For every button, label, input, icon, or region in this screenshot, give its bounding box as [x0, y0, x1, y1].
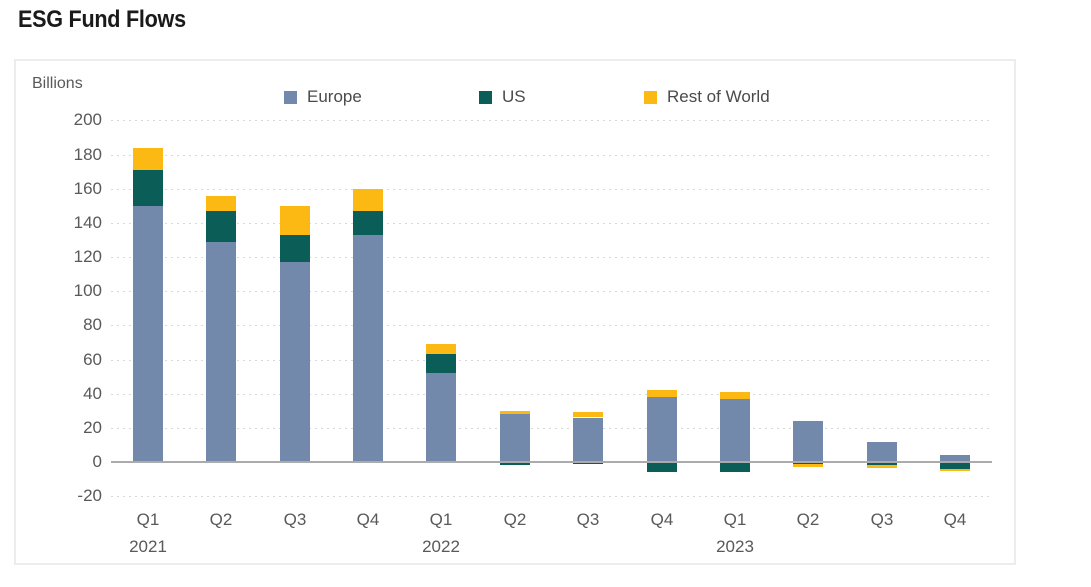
bar-segment-us-q4-2021: [353, 211, 383, 235]
x-tick-label-q2-2021: Q2: [209, 510, 233, 529]
gridline-100: [111, 291, 992, 292]
year-label-2022: 2022: [422, 537, 460, 556]
bar-segment-europe-q1-2023: [720, 399, 750, 462]
gridline-80: [111, 325, 992, 326]
bar-segment-rest-of-world-q1-2021: [133, 148, 163, 170]
gridline-20: [111, 428, 992, 429]
gridline--20: [111, 496, 992, 497]
gridline-120: [111, 257, 992, 258]
bar-segment-rest-of-world-q3-2021: [280, 206, 310, 235]
x-tick-label-q1-2021: Q1: [136, 510, 160, 529]
x-tick-label-q1-2023: Q1: [723, 510, 747, 529]
bar-segment-europe-q3-2021: [280, 262, 310, 462]
x-tick-label-q4-2021: Q4: [356, 510, 380, 529]
bar-segment-us-q1-2023: [720, 462, 750, 472]
legend-label-rest-of-world: Rest of World: [667, 87, 770, 106]
bar-segment-us-q1-2022: [426, 354, 456, 373]
bar-segment-europe-q4-2023: [940, 455, 970, 462]
bar-segment-europe-q2-2021: [206, 242, 236, 462]
y-axis-title: Billions: [32, 75, 83, 92]
page-title: ESG Fund Flows: [18, 6, 186, 33]
bar-segment-rest-of-world-q1-2022: [426, 344, 456, 354]
y-tick-label-100: 100: [73, 281, 102, 300]
x-tick-label-q1-2022: Q1: [429, 510, 453, 529]
bar-segment-rest-of-world-q3-2023: [867, 465, 897, 468]
bar-segment-rest-of-world-q4-2021: [353, 189, 383, 211]
bar-segment-europe-q4-2022: [647, 397, 677, 462]
bar-segment-us-q3-2023: [867, 462, 897, 465]
gridline-180: [111, 155, 992, 156]
bar-segment-rest-of-world-q4-2022: [647, 390, 677, 397]
zero-axis-line: [111, 461, 992, 463]
plot-area: 200 180 160 140 120 100 80 60 40 20 0 -20 Q1 2021 Q2 Q3…: [16, 61, 1014, 563]
y-tick-label-0: 0: [92, 452, 102, 471]
y-tick-label-40: 40: [83, 384, 102, 403]
y-tick-label-200: 200: [73, 110, 102, 129]
bar-segment-rest-of-world-q2-2021: [206, 196, 236, 211]
x-tick-label-q4-2022: Q4: [650, 510, 674, 529]
y-tick-label-180: 180: [73, 145, 102, 164]
y-tick-label-120: 120: [73, 247, 102, 266]
bar-segment-rest-of-world-q4-2023: [940, 469, 970, 471]
y-tick-label--20: -20: [77, 486, 102, 505]
legend-swatch-us: [479, 90, 492, 104]
year-label-2021: 2021: [129, 537, 167, 556]
bar-segment-us-q3-2022: [573, 462, 603, 464]
y-tick-label-160: 160: [73, 179, 102, 198]
legend-label-us: US: [502, 87, 526, 106]
x-tick-label-q4-2023: Q4: [943, 510, 967, 529]
x-tick-label-q3-2022: Q3: [576, 510, 600, 529]
bar-segment-us-q2-2023: [793, 462, 823, 464]
bar-segment-europe-q1-2021: [133, 206, 163, 462]
y-tick-label-60: 60: [83, 350, 102, 369]
bar-segment-europe-q3-2022: [573, 418, 603, 462]
bar-segment-us-q4-2023: [940, 462, 970, 469]
gridline-40: [111, 394, 992, 395]
legend-item-europe: Europe: [284, 87, 362, 107]
bar-segment-rest-of-world-q1-2023: [720, 392, 750, 399]
gridline-60: [111, 360, 992, 361]
bar-segment-europe-q4-2021: [353, 235, 383, 462]
gridline-200: [111, 120, 992, 121]
bar-segment-us-q2-2021: [206, 211, 236, 242]
bar-segment-rest-of-world-q2-2022: [500, 411, 530, 414]
legend-swatch-europe: [284, 90, 297, 104]
legend-label-europe: Europe: [307, 87, 362, 106]
y-tick-label-20: 20: [83, 418, 102, 437]
legend-item-rest-of-world: Rest of World: [644, 87, 770, 107]
bar-segment-us-q4-2022: [647, 462, 677, 472]
bar-segment-europe-q2-2022: [500, 414, 530, 462]
y-tick-label-140: 140: [73, 213, 102, 232]
bar-segment-europe-q3-2023: [867, 442, 897, 462]
bar-segment-rest-of-world-q2-2023: [793, 464, 823, 467]
bar-segment-rest-of-world-q3-2022: [573, 412, 603, 417]
y-tick-label-80: 80: [83, 315, 102, 334]
legend-swatch-rest-of-world: [644, 90, 657, 104]
x-tick-label-q3-2023: Q3: [870, 510, 894, 529]
bar-segment-europe-q1-2022: [426, 373, 456, 462]
bar-segment-europe-q2-2023: [793, 421, 823, 462]
gridline-160: [111, 189, 992, 190]
bar-segment-us-q1-2021: [133, 170, 163, 206]
bar-segment-us-q3-2021: [280, 235, 310, 262]
legend-item-us: US: [479, 87, 526, 107]
year-label-2023: 2023: [716, 537, 754, 556]
x-tick-label-q3-2021: Q3: [283, 510, 307, 529]
bar-segment-us-q2-2022: [500, 462, 530, 465]
x-tick-label-q2-2023: Q2: [796, 510, 820, 529]
gridline-140: [111, 223, 992, 224]
x-tick-label-q2-2022: Q2: [503, 510, 527, 529]
chart-panel: Billions Europe US Rest of World 200 180 160…: [14, 59, 1016, 565]
